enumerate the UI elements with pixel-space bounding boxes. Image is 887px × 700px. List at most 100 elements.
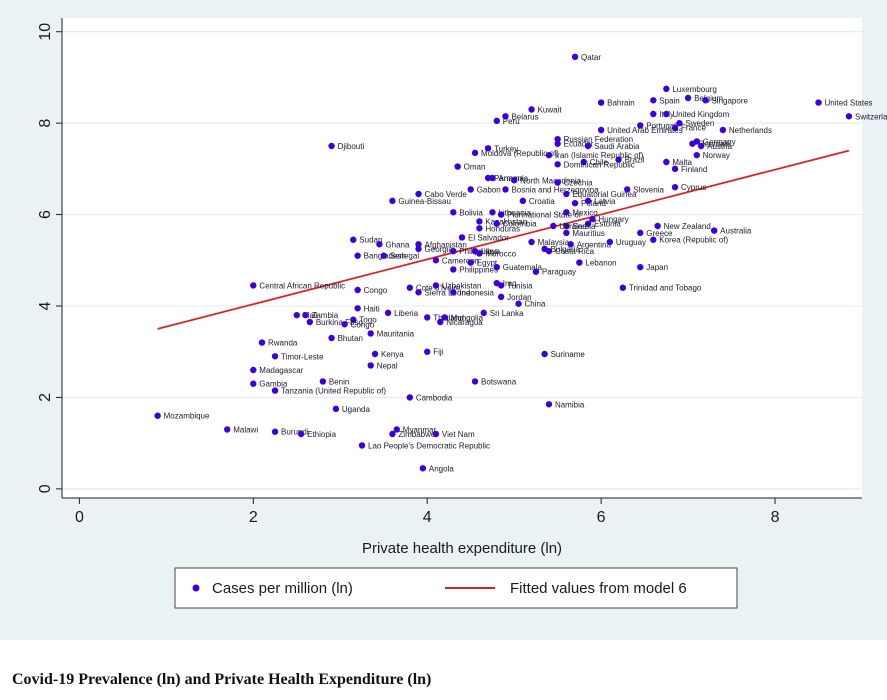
- data-point: [424, 348, 431, 355]
- data-point: [510, 177, 518, 184]
- point-label: Namibia: [555, 400, 585, 409]
- data-point: [493, 263, 500, 271]
- data-point: [584, 142, 592, 150]
- point-label: Libya: [481, 247, 501, 256]
- data-point: [424, 314, 431, 321]
- point-label: Uganda: [342, 405, 371, 414]
- point-label: Latvia: [594, 197, 616, 206]
- point-label: Colombia: [503, 220, 537, 229]
- point-label: France: [681, 124, 706, 133]
- point-label: Lao People's Democratic Republic: [368, 441, 490, 450]
- point-label: Morocco: [485, 249, 516, 258]
- point-label: Nepal: [377, 361, 398, 370]
- point-label: Liberia: [394, 309, 419, 318]
- point-label: Panama: [494, 174, 524, 183]
- point-label: United Kingdom: [672, 110, 729, 119]
- grid-lines: [62, 31, 862, 490]
- data-point: [489, 209, 496, 216]
- data-point: [389, 430, 396, 438]
- figure-caption: Covid-19 Prevalence (ln) and Private Hea…: [12, 671, 432, 688]
- legend-label-fit: Fitted values from model 6: [510, 580, 687, 597]
- point-label: Uruguay: [616, 238, 646, 247]
- point-label: Switzerland: [855, 112, 887, 121]
- fitted-line: [157, 149, 850, 330]
- data-point: [650, 236, 657, 243]
- data-point: [710, 227, 718, 234]
- point-label: Suriname: [551, 350, 586, 359]
- data-point: [654, 222, 661, 230]
- point-label: Viet Nam: [442, 430, 475, 439]
- point-label: Angola: [429, 464, 454, 473]
- data-point: [441, 314, 448, 321]
- point-label: Greece: [646, 229, 673, 238]
- data-point: [650, 110, 657, 118]
- legend-label-cases: Cases per million (ln): [212, 580, 353, 597]
- point-label: Bhutan: [338, 334, 363, 343]
- point-label: Philippines: [459, 265, 498, 274]
- data-point: [489, 174, 496, 182]
- point-label: Netherlands: [729, 126, 772, 135]
- point-label: Burundi: [281, 428, 309, 437]
- point-label: Afghanistan: [425, 240, 467, 249]
- y-tick-label: 0: [37, 484, 54, 493]
- point-label: Congo: [351, 320, 375, 329]
- point-label: Austria: [707, 142, 732, 151]
- point-label: Malaysia: [538, 238, 570, 247]
- point-label: Georgia: [425, 245, 454, 254]
- point-label: Germany: [703, 137, 736, 146]
- point-label: Chile: [590, 158, 609, 167]
- data-point: [332, 405, 340, 413]
- point-label: Finland: [681, 165, 707, 174]
- point-label: Bolivia: [459, 208, 483, 217]
- data-point: [554, 135, 561, 143]
- x-tick-label: 6: [597, 509, 606, 526]
- data-point: [250, 366, 257, 374]
- data-point: [484, 145, 492, 152]
- y-tick-label: 6: [37, 210, 54, 219]
- x-tick-label: 2: [249, 509, 258, 526]
- point-label: Mozambique: [164, 412, 210, 421]
- data-point: [271, 387, 279, 394]
- data-point: [584, 220, 592, 227]
- point-label: Qatar: [581, 53, 601, 62]
- data-point: [376, 241, 383, 248]
- point-label: China: [525, 300, 546, 309]
- data-point: [497, 282, 505, 289]
- point-label: Ghana: [385, 240, 410, 249]
- data-point: [419, 465, 427, 472]
- point-label: Mauritius: [572, 229, 604, 238]
- data-point: [528, 106, 535, 113]
- point-label: New Zealand: [664, 222, 711, 231]
- data-point: [371, 350, 379, 358]
- point-label: Argentina: [577, 240, 612, 249]
- data-point: [719, 126, 727, 134]
- data-point: [406, 284, 414, 291]
- data-point: [271, 353, 279, 360]
- y-tick-label: 10: [37, 23, 54, 41]
- point-label: Gambia: [259, 380, 288, 389]
- data-point: [576, 259, 583, 266]
- data-point: [467, 259, 474, 266]
- point-label: Poland: [581, 199, 606, 208]
- data-point: [563, 222, 570, 230]
- point-label: Kuwait: [538, 105, 563, 114]
- data-point: [302, 311, 309, 319]
- data-point: [545, 401, 553, 408]
- point-label: Mexico: [572, 208, 598, 217]
- data-point: [432, 430, 440, 438]
- point-label: Benin: [329, 377, 349, 386]
- data-point: [358, 442, 366, 449]
- point-label: Botswana: [481, 377, 517, 386]
- data-point: [663, 85, 670, 93]
- point-label: Indonesia: [459, 288, 494, 297]
- data-point: [567, 241, 574, 248]
- data-point: [528, 238, 535, 246]
- point-label: Guatemala: [503, 263, 543, 272]
- data-point: [584, 197, 592, 205]
- point-label: Belgium: [694, 94, 723, 103]
- y-tick-label: 2: [37, 393, 54, 402]
- point-label: Djibouti: [338, 142, 365, 151]
- point-label: Sudan: [359, 236, 382, 245]
- point-label: Iraq: [503, 279, 517, 288]
- point-label: Cameroon: [442, 256, 479, 265]
